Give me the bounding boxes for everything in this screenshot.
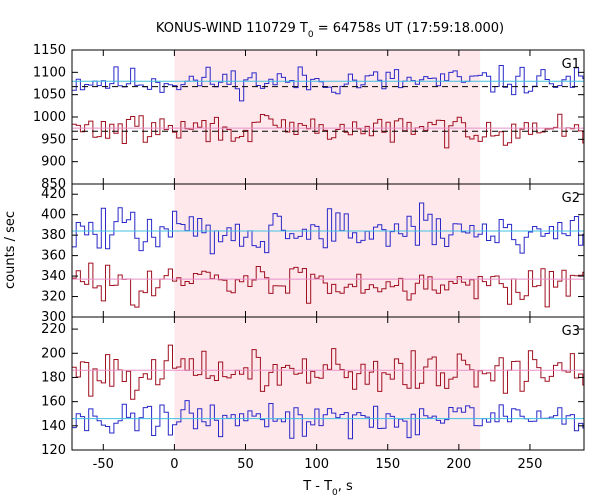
- y-tick-label: 1000: [33, 110, 66, 125]
- y-tick-label: 950: [41, 132, 66, 147]
- series-line-g2-blue: [72, 202, 584, 255]
- y-tick-label: 300: [41, 310, 66, 325]
- y-tick-label: 420: [41, 187, 66, 202]
- y-axis-label: counts / sec: [3, 211, 18, 289]
- y-tick-label: 180: [41, 370, 66, 385]
- y-tick-label: 140: [41, 419, 66, 434]
- x-axis-label: T - T0, s: [302, 479, 353, 498]
- series-line-g3-blue: [72, 400, 584, 440]
- y-tick-label: 160: [41, 395, 66, 410]
- panels: 8509009501000105011001150G13003203403603…: [33, 43, 585, 472]
- x-tick-label: -50: [93, 457, 114, 472]
- highlight-region: [174, 50, 481, 450]
- series-line-g2-red: [72, 262, 584, 308]
- panel-label-g2: G2: [562, 191, 580, 206]
- panel-frame-g3: [71, 316, 585, 451]
- series-line-g3-red: [72, 344, 584, 400]
- y-tick-label: 380: [41, 228, 66, 243]
- y-tick-label: 400: [41, 208, 66, 223]
- x-tick-label: 50: [237, 457, 254, 472]
- series-line-g1-red: [72, 113, 584, 149]
- panel-g2: 300 320 340 360 380 400 420 G2: [41, 183, 585, 325]
- y-tick-label: 340: [41, 269, 66, 284]
- y-tick-label: 320: [41, 290, 66, 305]
- y-tick-label: 220: [41, 322, 66, 337]
- y-tick-label: 850: [41, 177, 66, 192]
- y-tick-label: 360: [41, 249, 66, 264]
- series-line-g1-blue: [72, 65, 584, 102]
- x-tick-label: 150: [375, 457, 400, 472]
- x-tick-label: 100: [304, 457, 329, 472]
- y-tick-label: 900: [41, 155, 66, 170]
- panel-g3: 120 140 160 180 200 220 G3: [41, 316, 585, 458]
- panel-label-g3: G3: [562, 324, 580, 339]
- y-tick-label: 1050: [33, 88, 66, 103]
- x-tick-label: 250: [518, 457, 543, 472]
- y-tick-label: 1150: [33, 43, 66, 58]
- highlight-interval-rect: [174, 50, 481, 450]
- panel-g1: 850 900 950 1000 1050 1100 1150 G1: [33, 43, 585, 192]
- x-tick-label: 0: [170, 457, 178, 472]
- x-tick-label: 200: [446, 457, 471, 472]
- chart-title: KONUS-WIND 110729 T0 = 64758s UT (17:59:…: [156, 21, 504, 40]
- y-tick-label: 200: [41, 346, 66, 361]
- panel-label-g1: G1: [562, 57, 580, 72]
- x-axis: -50 0 50 100 150 200 250: [93, 457, 543, 472]
- y-tick-label: 1100: [33, 65, 66, 80]
- y-tick-label: 120: [41, 443, 66, 458]
